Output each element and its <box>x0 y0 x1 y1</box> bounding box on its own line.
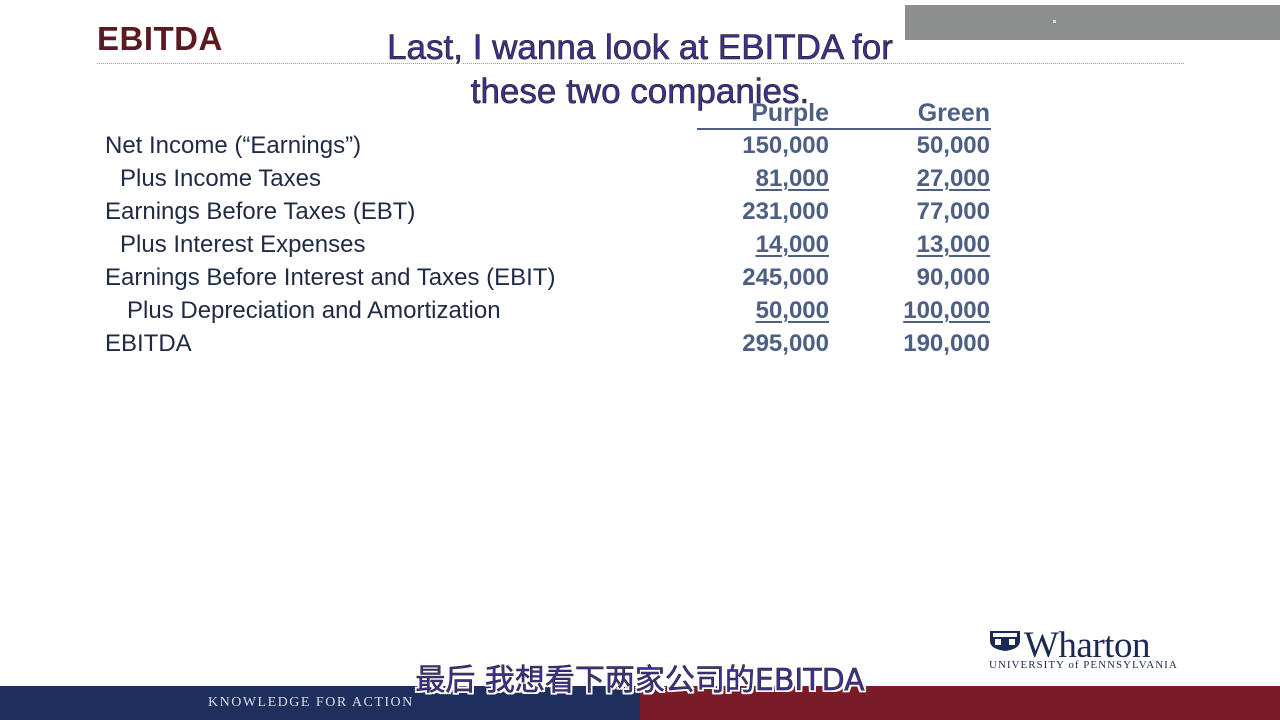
purple-value: 81,000 <box>755 165 829 192</box>
column-header-rule <box>697 128 991 130</box>
purple-value: 295,000 <box>742 330 829 357</box>
slide-title: EBITDA <box>97 20 223 57</box>
wharton-logo: Wharton UNIVERSITY of PENNSYLVANIA <box>988 625 1193 674</box>
subtitle-caption-english: Last, I wanna look at EBITDA for these t… <box>387 28 893 112</box>
purple-value: 150,000 <box>742 132 829 159</box>
footer-right-band <box>640 686 1280 720</box>
logo-subtitle: UNIVERSITY of PENNSYLVANIA <box>989 659 1178 671</box>
title-divider <box>97 63 1184 64</box>
purple-value: 231,000 <box>742 198 829 225</box>
column-header-green: Green <box>917 99 990 127</box>
green-value: 90,000 <box>916 264 990 291</box>
logo-wordmark: Wharton <box>1024 625 1150 666</box>
purple-value: 50,000 <box>755 297 829 324</box>
table-row: EBITDA 295,000 190,000 <box>0 330 1280 363</box>
purple-value: 245,000 <box>742 264 829 291</box>
penn-shield-icon <box>990 631 1020 651</box>
footer-left-band: KNOWLEDGE FOR ACTION <box>0 686 640 720</box>
table-row: Net Income (“Earnings”) 150,000 50,000 <box>0 132 1280 165</box>
row-label: Net Income (“Earnings”) <box>105 132 362 159</box>
table-row: Earnings Before Taxes (EBT) 231,000 77,0… <box>0 198 1280 231</box>
green-value: 13,000 <box>916 231 990 258</box>
footer-tagline: KNOWLEDGE FOR ACTION <box>208 695 414 710</box>
green-value: 27,000 <box>916 165 990 192</box>
green-value: 77,000 <box>916 198 990 225</box>
table-row: Earnings Before Interest and Taxes (EBIT… <box>0 264 1280 297</box>
panel-dot <box>1053 20 1056 23</box>
table-row: Plus Interest Expenses 14,000 13,000 <box>0 231 1280 264</box>
row-label: Plus Interest Expenses <box>120 231 366 258</box>
green-value: 100,000 <box>903 297 990 324</box>
row-label: Earnings Before Taxes (EBT) <box>105 198 416 225</box>
purple-value: 14,000 <box>755 231 829 258</box>
green-value: 190,000 <box>903 330 990 357</box>
row-label: Plus Income Taxes <box>120 165 321 192</box>
row-label: Earnings Before Interest and Taxes (EBIT… <box>105 264 556 291</box>
column-header-purple: Purple <box>751 99 829 127</box>
table-row: Plus Income Taxes 81,000 27,000 <box>0 165 1280 198</box>
top-right-panel <box>905 5 1280 40</box>
green-value: 50,000 <box>916 132 990 159</box>
table-row: Plus Depreciation and Amortization 50,00… <box>0 297 1280 330</box>
subtitle-caption-chinese: 最后 我想看下两家公司的EBITDA <box>415 663 865 699</box>
row-label: EBITDA <box>105 330 192 357</box>
row-label: Plus Depreciation and Amortization <box>127 297 501 324</box>
